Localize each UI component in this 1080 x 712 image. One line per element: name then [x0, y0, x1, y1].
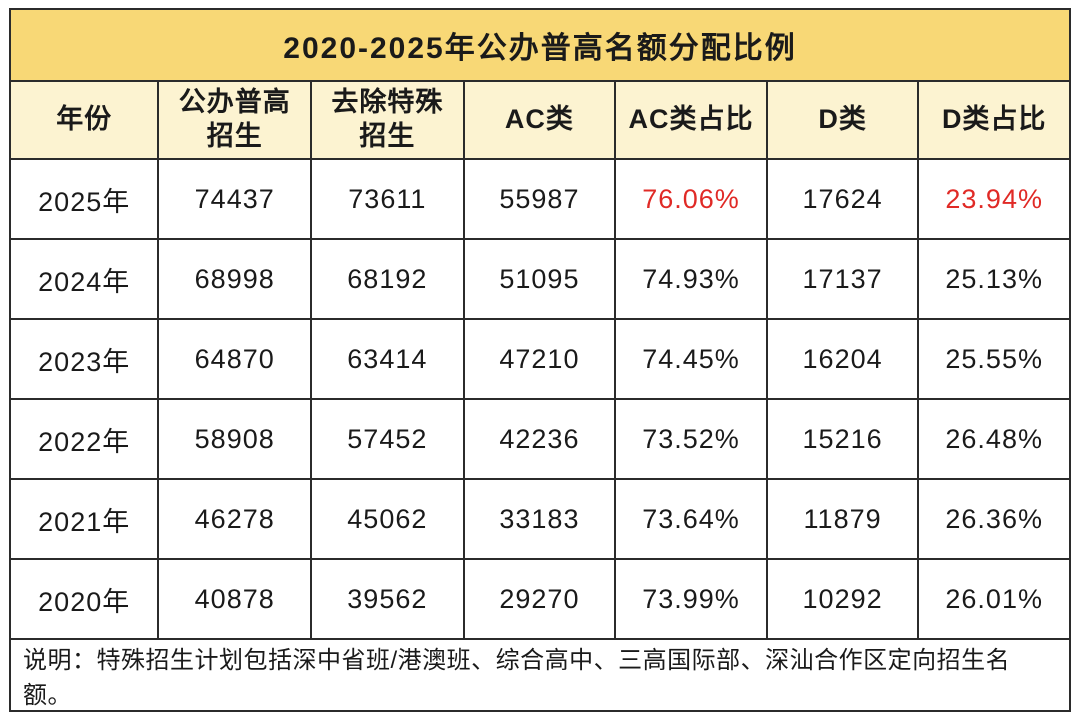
cell-ac-class: 29270 [464, 559, 616, 639]
column-header-year: 年份 [10, 81, 158, 159]
cell-d-class: 15216 [767, 399, 919, 479]
quota-table-container: 2020-2025年公办普高名额分配比例 年份 公办普高 招生 去除特殊 招生 … [9, 8, 1071, 687]
cell-d-ratio: 25.55% [918, 319, 1070, 399]
cell-ac-class: 51095 [464, 239, 616, 319]
cell-d-ratio: 25.13% [918, 239, 1070, 319]
column-header-ac-class: AC类 [464, 81, 616, 159]
cell-d-ratio: 26.48% [918, 399, 1070, 479]
cell-ac-class: 33183 [464, 479, 616, 559]
cell-ac-ratio: 74.45% [615, 319, 767, 399]
cell-public-enrollment: 40878 [158, 559, 311, 639]
cell-excluding-special: 57452 [311, 399, 464, 479]
table-row-2023: 2023年 64870 63414 47210 74.45% 16204 25.… [10, 319, 1070, 399]
table-row-2020: 2020年 40878 39562 29270 73.99% 10292 26.… [10, 559, 1070, 639]
table-row-2025: 2025年 74437 73611 55987 76.06% 17624 23.… [10, 159, 1070, 239]
cell-public-enrollment: 58908 [158, 399, 311, 479]
cell-d-ratio-highlighted: 23.94% [918, 159, 1070, 239]
column-header-d-class: D类 [767, 81, 919, 159]
cell-year: 2023年 [10, 319, 158, 399]
cell-d-class: 17624 [767, 159, 919, 239]
cell-ac-ratio: 73.99% [615, 559, 767, 639]
cell-d-class: 11879 [767, 479, 919, 559]
cell-ac-ratio: 73.52% [615, 399, 767, 479]
cell-public-enrollment: 46278 [158, 479, 311, 559]
cell-ac-class: 42236 [464, 399, 616, 479]
cell-ac-ratio-highlighted: 76.06% [615, 159, 767, 239]
cell-public-enrollment: 68998 [158, 239, 311, 319]
column-header-ac-ratio: AC类占比 [615, 81, 767, 159]
table-row-2021: 2021年 46278 45062 33183 73.64% 11879 26.… [10, 479, 1070, 559]
table-header-row: 年份 公办普高 招生 去除特殊 招生 AC类 AC类占比 D类 D类占比 [10, 81, 1070, 159]
cell-year: 2021年 [10, 479, 158, 559]
cell-ac-ratio: 74.93% [615, 239, 767, 319]
cell-d-class: 16204 [767, 319, 919, 399]
table-row-2022: 2022年 58908 57452 42236 73.52% 15216 26.… [10, 399, 1070, 479]
cell-d-ratio: 26.36% [918, 479, 1070, 559]
cell-d-ratio: 26.01% [918, 559, 1070, 639]
cell-d-class: 17137 [767, 239, 919, 319]
cell-ac-ratio: 73.64% [615, 479, 767, 559]
cell-excluding-special: 68192 [311, 239, 464, 319]
table-title-row: 2020-2025年公办普高名额分配比例 [10, 9, 1070, 81]
column-header-excluding-special: 去除特殊 招生 [311, 81, 464, 159]
table-note: 说明：特殊招生计划包括深中省班/港澳班、综合高中、三高国际部、深汕合作区定向招生… [10, 639, 1070, 711]
quota-table: 2020-2025年公办普高名额分配比例 年份 公办普高 招生 去除特殊 招生 … [9, 8, 1071, 712]
cell-excluding-special: 73611 [311, 159, 464, 239]
column-header-public-enrollment: 公办普高 招生 [158, 81, 311, 159]
cell-year: 2020年 [10, 559, 158, 639]
cell-excluding-special: 63414 [311, 319, 464, 399]
cell-d-class: 10292 [767, 559, 919, 639]
column-header-d-ratio: D类占比 [918, 81, 1070, 159]
cell-public-enrollment: 74437 [158, 159, 311, 239]
table-title: 2020-2025年公办普高名额分配比例 [10, 9, 1070, 81]
cell-excluding-special: 39562 [311, 559, 464, 639]
cell-year: 2022年 [10, 399, 158, 479]
table-row-2024: 2024年 68998 68192 51095 74.93% 17137 25.… [10, 239, 1070, 319]
cell-ac-class: 47210 [464, 319, 616, 399]
cell-public-enrollment: 64870 [158, 319, 311, 399]
table-note-row: 说明：特殊招生计划包括深中省班/港澳班、综合高中、三高国际部、深汕合作区定向招生… [10, 639, 1070, 711]
cell-excluding-special: 45062 [311, 479, 464, 559]
cell-year: 2024年 [10, 239, 158, 319]
cell-year: 2025年 [10, 159, 158, 239]
cell-ac-class: 55987 [464, 159, 616, 239]
